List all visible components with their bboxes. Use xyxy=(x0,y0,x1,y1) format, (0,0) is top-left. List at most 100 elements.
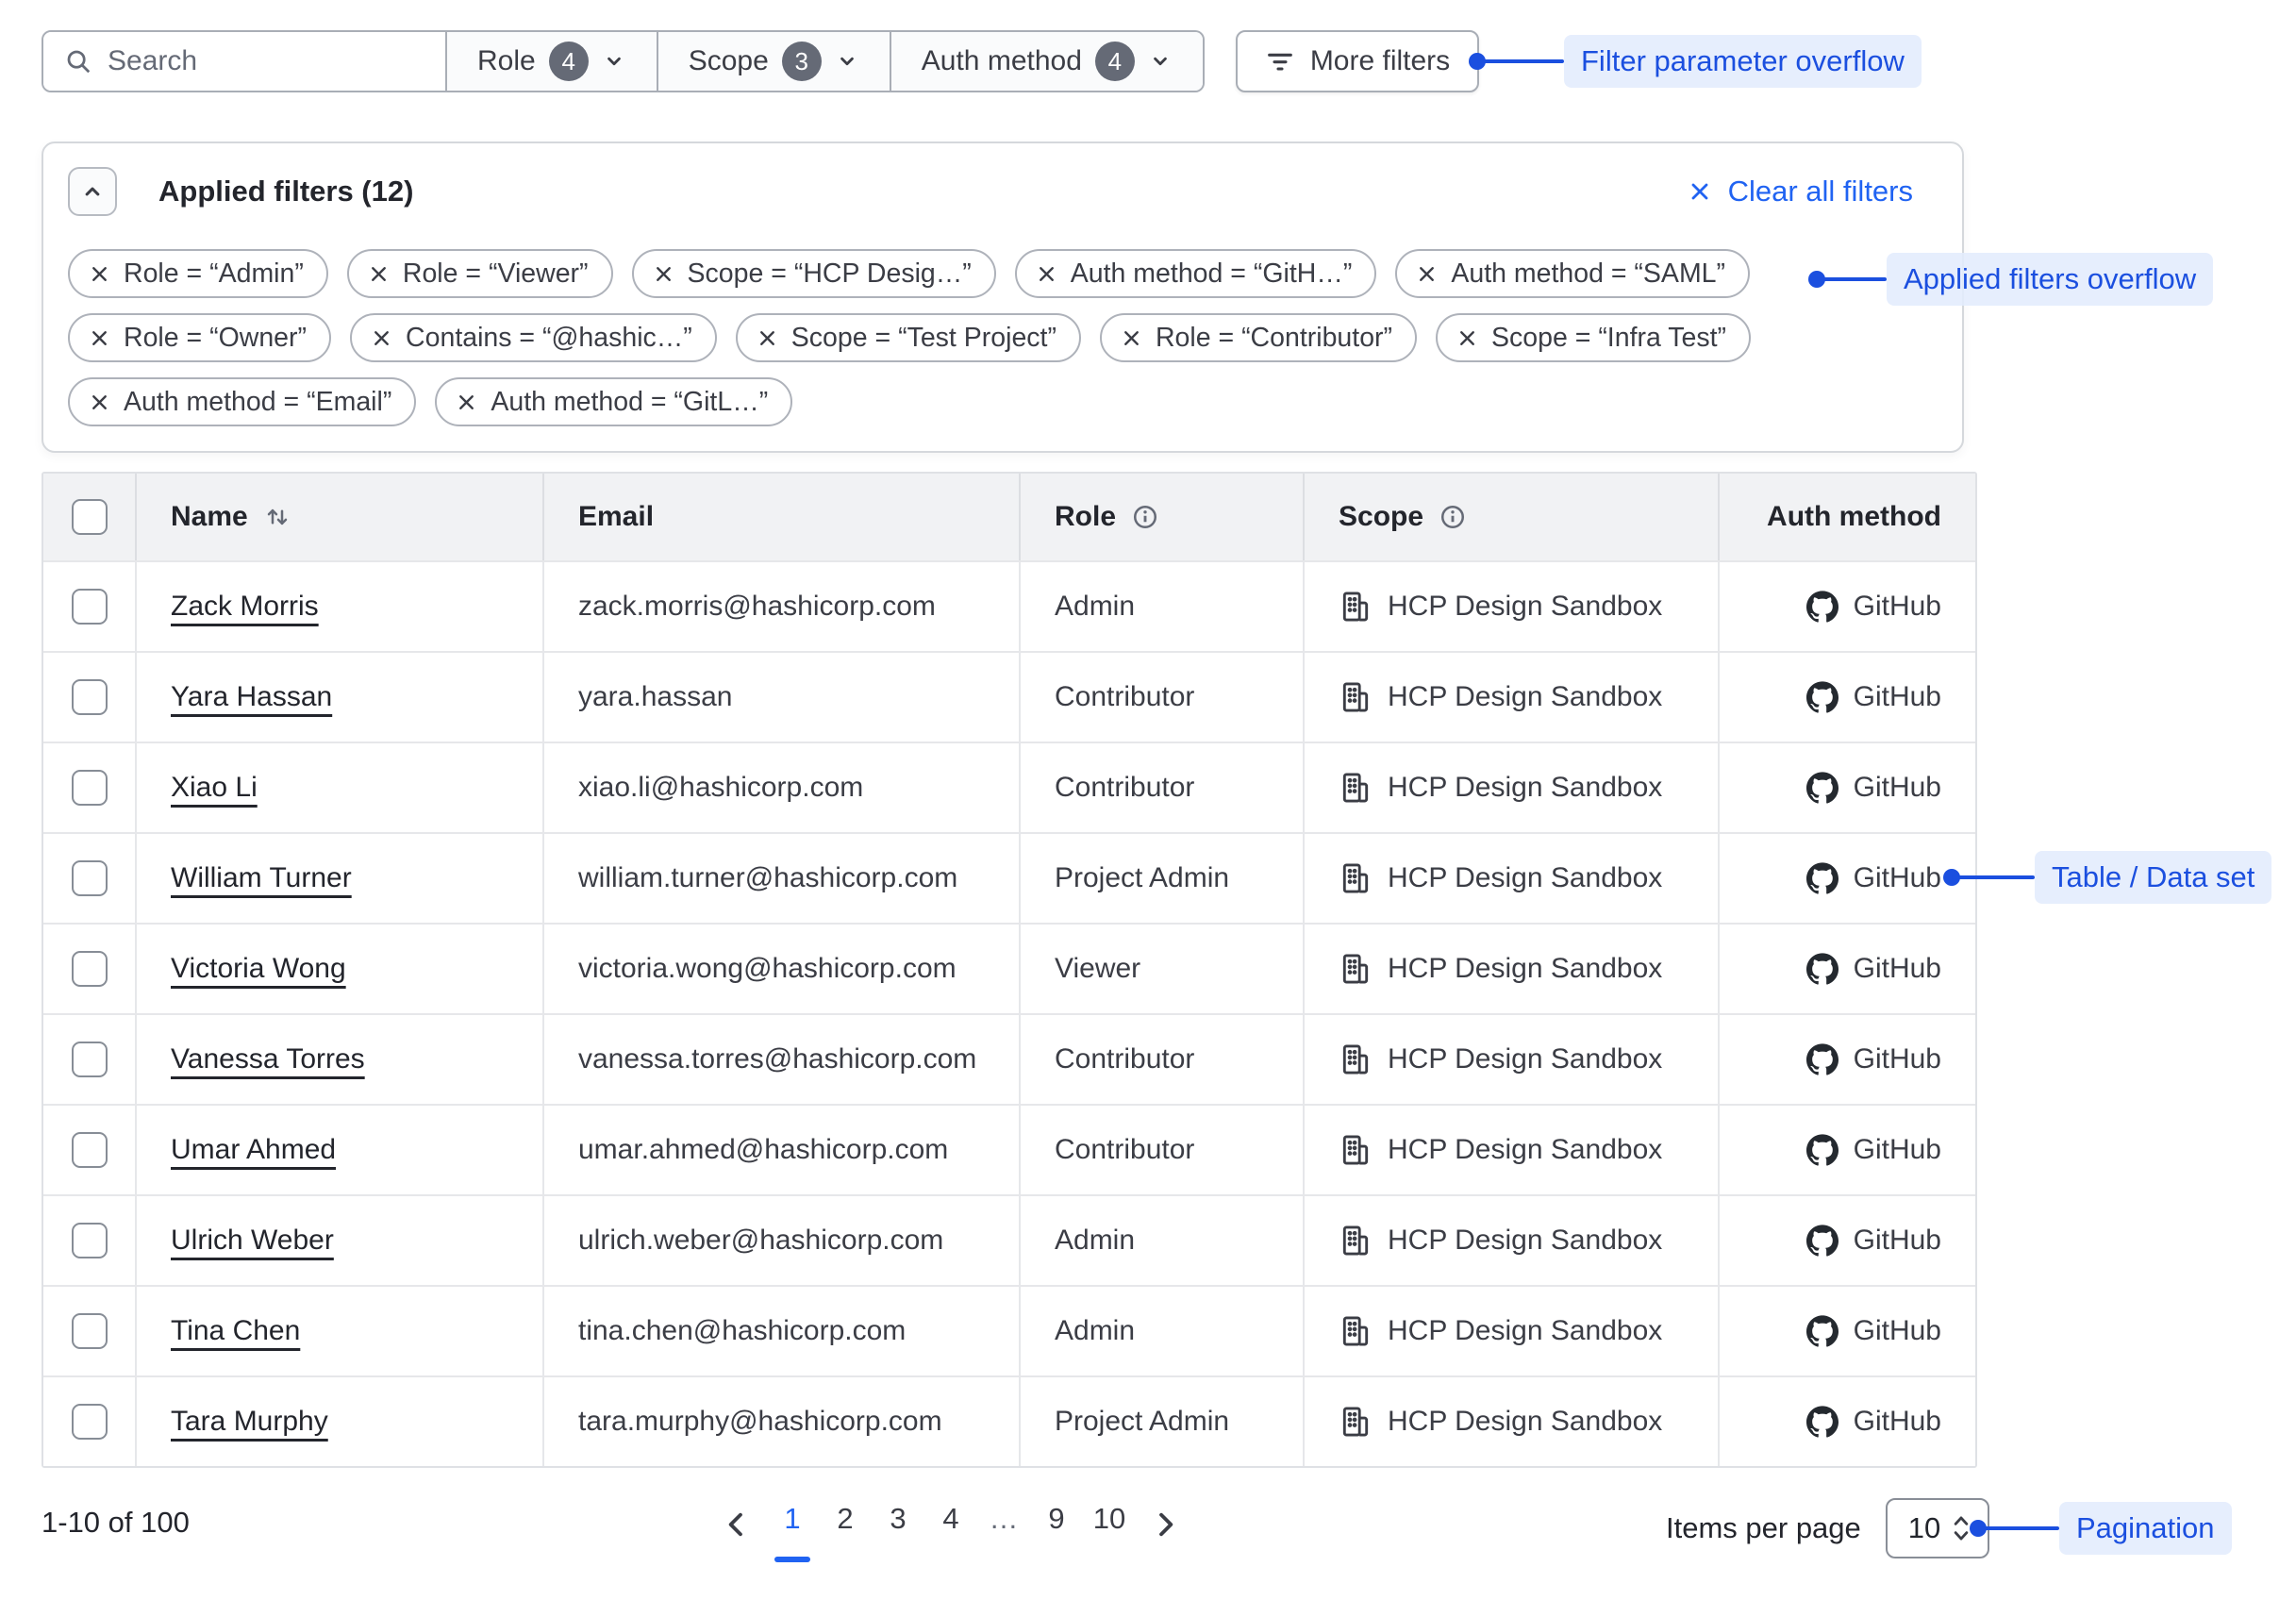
row-checkbox[interactable] xyxy=(71,589,108,625)
github-icon xyxy=(1805,1315,1838,1347)
filter-chip[interactable]: Auth method = “GitL…” xyxy=(435,377,793,426)
chip-dismiss-icon[interactable] xyxy=(89,392,110,413)
user-scope: HCP Design Sandbox xyxy=(1388,862,1663,893)
scope-cell: HCP Design Sandbox xyxy=(1303,653,1718,742)
filter-chip[interactable]: Scope = “HCP Desig…” xyxy=(631,249,996,298)
current-page-indicator xyxy=(827,1557,863,1562)
sort-icon[interactable] xyxy=(263,503,291,531)
row-select-cell xyxy=(43,1287,135,1375)
previous-page-button[interactable] xyxy=(719,1498,755,1545)
user-name-link[interactable]: Umar Ahmed xyxy=(171,1134,337,1165)
email-cell: zack.morris@hashicorp.com xyxy=(542,562,1019,651)
user-name-link[interactable]: Xiao Li xyxy=(171,772,258,803)
annotation-line xyxy=(1952,875,2035,879)
info-icon[interactable] xyxy=(1439,503,1467,531)
github-icon xyxy=(1805,1225,1838,1257)
page-number: 1 xyxy=(784,1502,801,1535)
filter-dropdown-scope[interactable]: Scope 3 xyxy=(656,32,890,91)
collapse-toggle-button[interactable] xyxy=(68,167,117,216)
email-cell: tina.chen@hashicorp.com xyxy=(542,1287,1019,1375)
pagination-page[interactable]: 1 xyxy=(766,1498,819,1562)
filter-chip[interactable]: Role = “Viewer” xyxy=(346,249,613,298)
clear-all-filters-button[interactable]: Clear all filters xyxy=(1687,175,1913,208)
page-number-list: 1 2 3 4 … 9 xyxy=(766,1498,1136,1562)
user-name-link[interactable]: William Turner xyxy=(171,862,352,893)
pagination-page[interactable]: 10 xyxy=(1083,1498,1136,1562)
chevron-down-icon xyxy=(1148,49,1173,74)
search-input[interactable] xyxy=(108,45,419,77)
filter-chip[interactable]: Role = “Admin” xyxy=(68,249,328,298)
chip-dismiss-icon[interactable] xyxy=(456,392,477,413)
user-auth-method: GitHub xyxy=(1853,953,1941,984)
column-header-name[interactable]: Name xyxy=(135,474,542,560)
select-all-checkbox[interactable] xyxy=(71,499,108,535)
user-name-link[interactable]: Victoria Wong xyxy=(171,953,346,984)
row-checkbox[interactable] xyxy=(71,1223,108,1258)
filter-chip[interactable]: Auth method = “Email” xyxy=(68,377,417,426)
chip-dismiss-icon[interactable] xyxy=(368,263,390,285)
annotation-line xyxy=(1817,277,1887,281)
user-role: Admin xyxy=(1055,1225,1136,1256)
filter-count-badge: 4 xyxy=(548,42,589,81)
filter-chip[interactable]: Scope = “Test Project” xyxy=(735,313,1081,362)
pagination-page: … xyxy=(977,1498,1030,1562)
row-checkbox[interactable] xyxy=(71,1132,108,1168)
auth-method-cell: GitHub xyxy=(1718,653,1975,742)
row-checkbox[interactable] xyxy=(71,770,108,806)
user-name-link[interactable]: Tina Chen xyxy=(171,1315,301,1346)
more-filters-button[interactable]: More filters xyxy=(1236,30,1479,92)
chip-dismiss-icon[interactable] xyxy=(89,263,110,285)
select-all-cell xyxy=(43,474,135,560)
chip-dismiss-icon[interactable] xyxy=(1416,263,1438,285)
user-name-link[interactable]: Ulrich Weber xyxy=(171,1225,334,1256)
pagination-page[interactable]: 3 xyxy=(872,1498,924,1562)
annotation-table: Table / Data set xyxy=(2035,851,2272,904)
chip-dismiss-icon[interactable] xyxy=(757,327,778,349)
org-building-icon xyxy=(1339,590,1373,624)
row-checkbox[interactable] xyxy=(71,951,108,987)
filter-chip[interactable]: Auth method = “GitH…” xyxy=(1014,249,1377,298)
next-page-button[interactable] xyxy=(1147,1498,1183,1545)
filter-chip[interactable]: Role = “Owner” xyxy=(68,313,332,362)
chip-dismiss-icon[interactable] xyxy=(1456,327,1478,349)
chip-dismiss-icon[interactable] xyxy=(1036,263,1057,285)
user-name-link[interactable]: Tara Murphy xyxy=(171,1406,328,1437)
role-cell: Admin xyxy=(1019,562,1303,651)
chip-dismiss-icon[interactable] xyxy=(1121,327,1142,349)
user-name-link[interactable]: Zack Morris xyxy=(171,591,319,622)
filter-dropdown-role[interactable]: Role 4 xyxy=(445,32,657,91)
user-name-link[interactable]: Yara Hassan xyxy=(171,681,333,712)
row-checkbox[interactable] xyxy=(71,860,108,896)
user-name-link[interactable]: Vanessa Torres xyxy=(171,1043,365,1075)
row-checkbox[interactable] xyxy=(71,1042,108,1077)
name-cell: Vanessa Torres xyxy=(135,1015,542,1104)
pagination-page[interactable]: 9 xyxy=(1030,1498,1083,1562)
row-checkbox[interactable] xyxy=(71,679,108,715)
filter-chip[interactable]: Contains = “@hashic…” xyxy=(350,313,717,362)
email-cell: vanessa.torres@hashicorp.com xyxy=(542,1015,1019,1104)
row-checkbox[interactable] xyxy=(71,1313,108,1349)
chip-dismiss-icon[interactable] xyxy=(89,327,110,349)
filter-chip[interactable]: Role = “Contributor” xyxy=(1099,313,1418,362)
filter-chip[interactable]: Scope = “Infra Test” xyxy=(1436,313,1752,362)
pagination-range: 1-10 of 100 xyxy=(42,1506,190,1539)
table-row: Ulrich Weber ulrich.weber@hashicorp.com … xyxy=(43,1194,1975,1285)
org-building-icon xyxy=(1339,1133,1373,1167)
org-building-icon xyxy=(1339,861,1373,895)
info-icon[interactable] xyxy=(1131,503,1159,531)
org-building-icon xyxy=(1339,1042,1373,1076)
pagination-page[interactable]: 2 xyxy=(819,1498,872,1562)
pagination-page[interactable]: 4 xyxy=(924,1498,977,1562)
dropdown-label: Role xyxy=(477,45,536,76)
row-checkbox[interactable] xyxy=(71,1404,108,1440)
filter-dropdown-auth-method[interactable]: Auth method 4 xyxy=(889,32,1203,91)
search-box[interactable] xyxy=(43,32,445,91)
name-cell: Umar Ahmed xyxy=(135,1106,542,1194)
filter-icon xyxy=(1265,46,1295,76)
chip-dismiss-icon[interactable] xyxy=(371,327,392,349)
chevron-down-icon xyxy=(835,49,859,74)
dropdown-label: Scope xyxy=(688,45,769,76)
chip-dismiss-icon[interactable] xyxy=(653,263,674,285)
filter-chip[interactable]: Auth method = “SAML” xyxy=(1395,249,1751,298)
select-chevrons-icon xyxy=(1948,1512,1974,1544)
